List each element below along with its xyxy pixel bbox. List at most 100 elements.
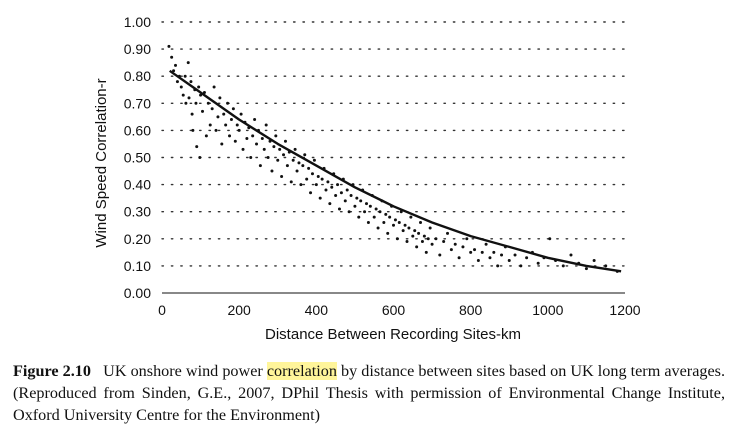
data-point [337,207,341,211]
data-point [198,156,202,159]
data-point [513,253,517,257]
data-point [280,174,284,178]
data-point [469,250,473,254]
data-point [449,248,453,252]
data-point [307,166,311,170]
data-point [305,177,309,181]
data-point [480,250,484,254]
data-point [174,63,178,67]
data-point [492,250,496,254]
data-point [229,118,233,122]
data-point [309,191,313,195]
data-point [476,258,480,262]
data-point [301,164,305,168]
data-point [368,204,372,208]
data-point [378,210,382,214]
trendline [169,69,622,273]
data-point [216,115,220,119]
data-point [359,199,363,203]
figure-label: Figure 2.10 [13,362,91,380]
data-point [519,264,523,268]
data-point [430,242,434,246]
data-point [222,112,226,116]
data-point [264,123,268,127]
data-point [364,202,368,206]
data-point [201,109,205,113]
data-point [453,242,457,246]
data-point [386,231,390,235]
gridlines [161,21,626,267]
data-point [382,221,386,225]
data-point [208,123,212,127]
data-point [195,145,199,149]
data-point [407,226,411,230]
data-point [183,74,187,78]
data-point [419,221,423,225]
x-axis-title: Distance Between Recording Sites-km [265,326,521,343]
data-point [434,237,438,241]
trendline-path [169,69,622,273]
data-point [461,245,465,249]
data-point [374,207,378,211]
data-point [347,210,351,214]
data-point [584,267,588,271]
data-point [328,202,332,206]
data-point [314,183,318,187]
data-point [231,107,235,111]
data-point [170,55,174,59]
data-point [446,231,450,235]
data-point [496,264,500,268]
data-point [334,193,338,197]
data-point [303,153,307,157]
scatter-chart: 0.00 0.10 0.20 0.30 0.40 0.50 0.60 0.70 0.80 0.90… [93,14,641,343]
data-point [330,185,334,189]
caption-text-start: UK onshore wind power [103,362,263,380]
data-point [500,253,504,257]
y-tick-label: 0.30 [124,204,151,220]
x-tick-label: 600 [382,302,406,318]
data-point [289,180,293,184]
data-point [274,134,278,138]
data-point [343,199,347,203]
data-point [393,218,397,222]
data-point [420,240,424,244]
data-point [167,44,171,48]
data-point [233,139,237,143]
data-point [175,80,179,84]
data-point [237,128,241,132]
data-point [226,101,230,105]
data-point [548,237,552,241]
data-point [210,107,214,111]
data-point [363,210,367,214]
data-point [278,147,282,151]
data-point [326,180,330,184]
data-point [187,96,191,100]
data-point [339,191,343,195]
data-point [395,237,399,241]
data-point [405,240,409,244]
data-point [488,256,492,260]
data-point [428,226,432,230]
x-tick-label: 1200 [609,302,640,318]
data-point [282,153,286,157]
data-point [316,174,320,178]
data-point [241,147,245,151]
data-point [295,169,299,173]
data-point [266,156,270,159]
data-point [258,164,262,168]
data-point [484,242,488,246]
y-axis-title: Wind Speed Correlation-r [93,78,110,247]
y-tick-labels: 0.00 0.10 0.20 0.30 0.40 0.50 0.60 0.70 0.80 0.90… [124,14,151,301]
data-point [191,128,195,132]
data-point [384,212,388,216]
data-point [212,85,216,89]
data-point [270,169,274,173]
data-point [401,229,405,233]
data-point [409,215,413,219]
data-point [424,250,428,254]
data-point [253,118,257,122]
x-tick-label: 0 [158,302,166,318]
data-point [376,226,380,230]
data-point [411,234,415,238]
x-tick-label: 800 [459,302,483,318]
